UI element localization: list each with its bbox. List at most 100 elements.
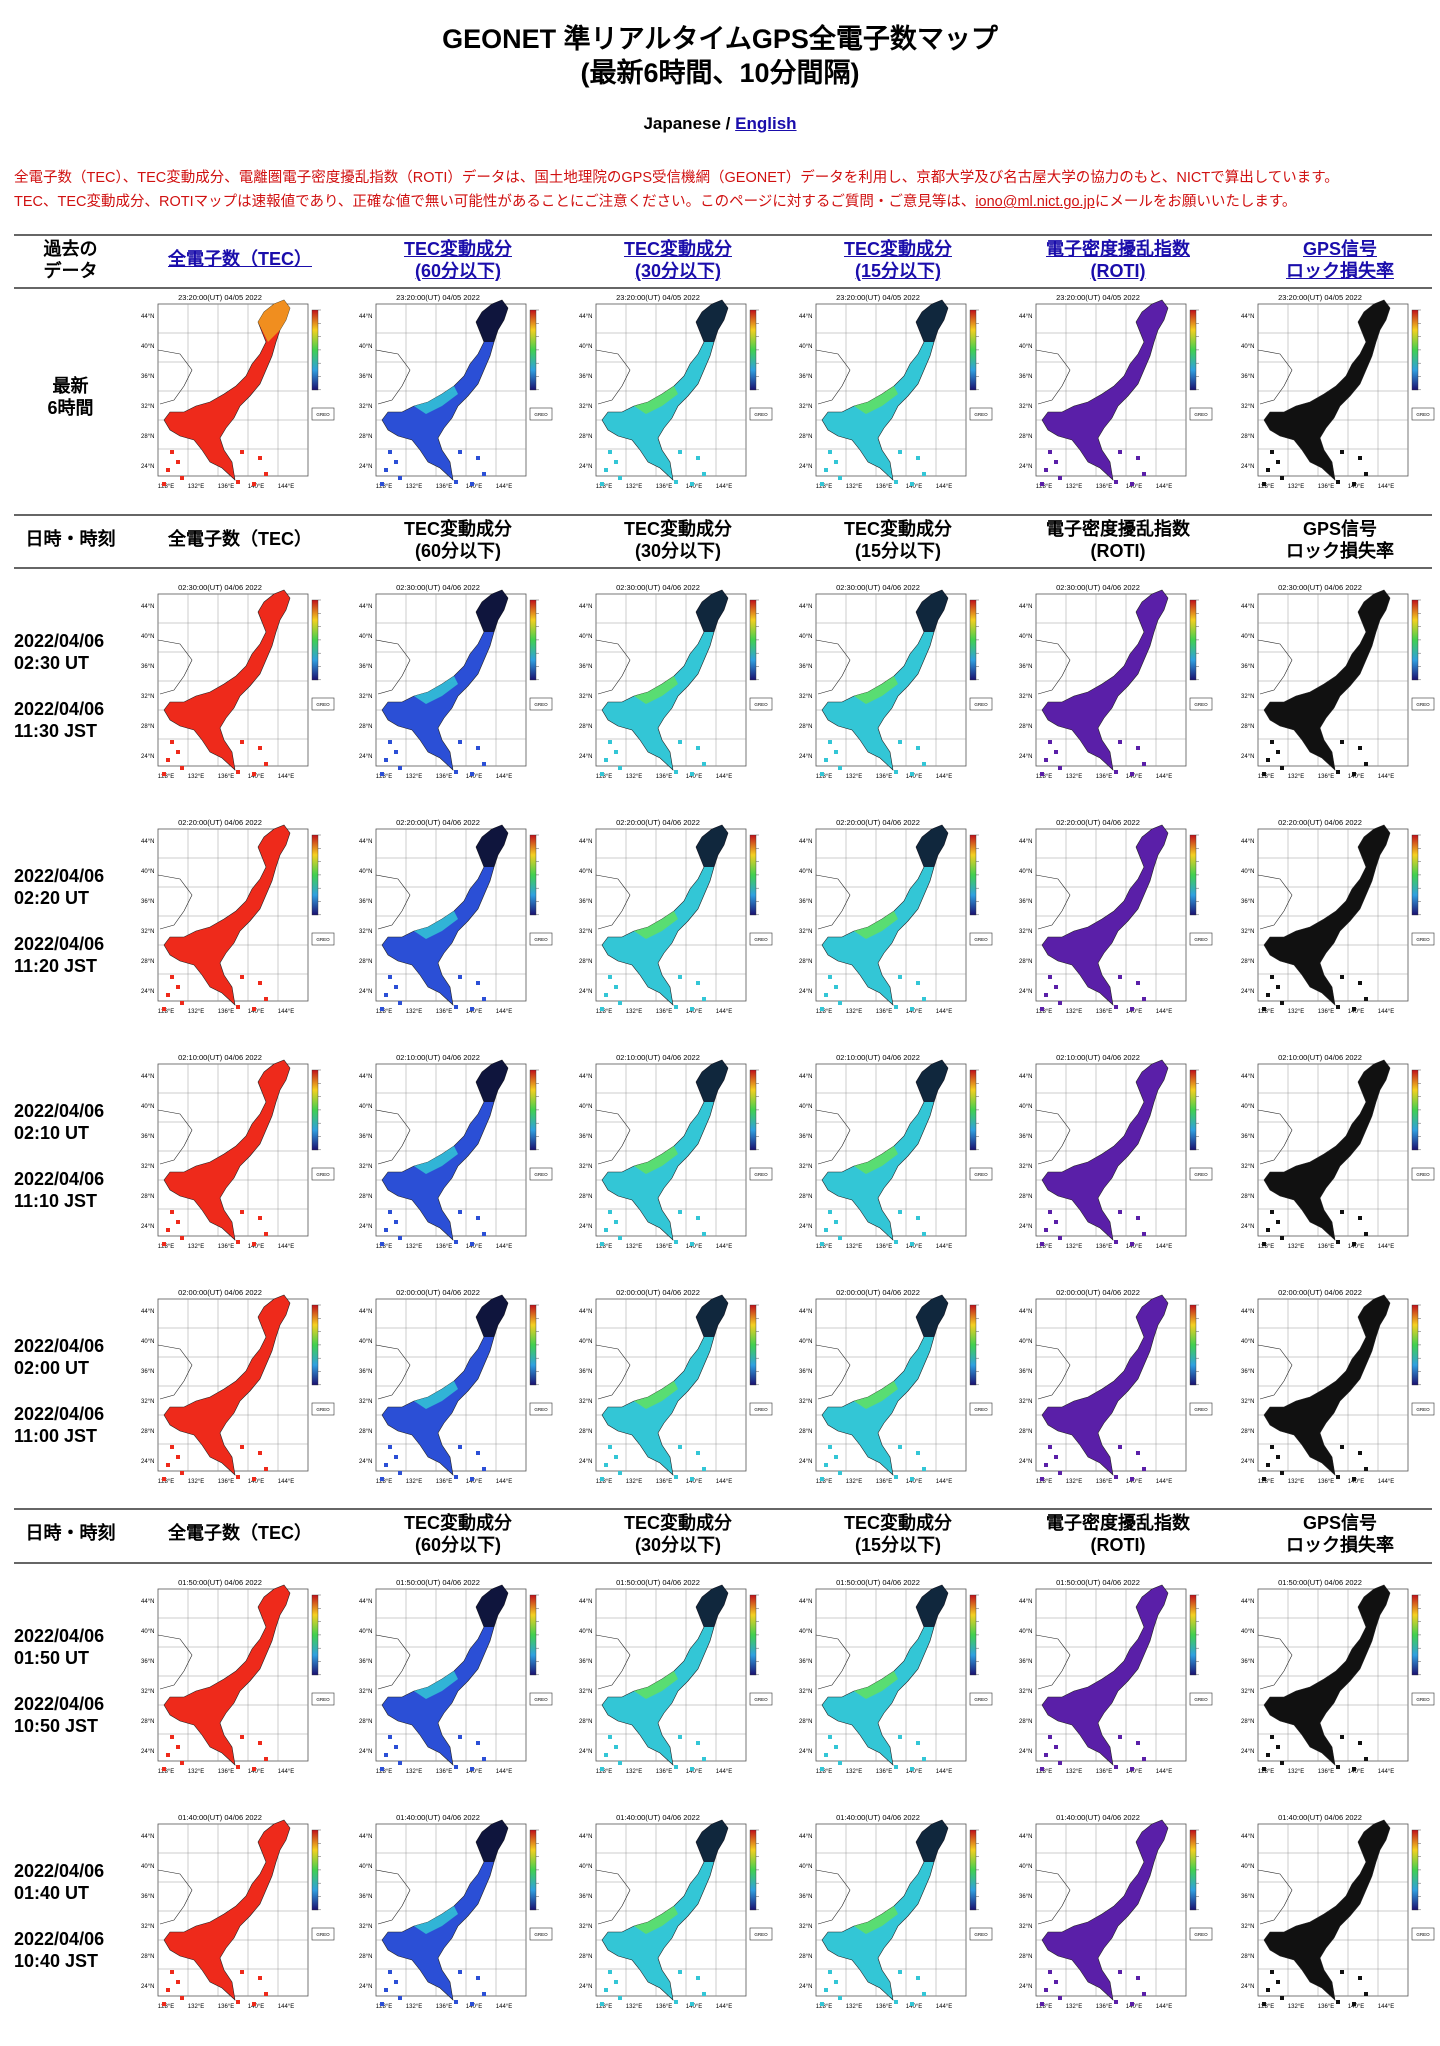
lat-tick: 28°N — [1019, 959, 1032, 965]
lat-tick: 28°N — [579, 1194, 592, 1200]
lon-tick: 140°E — [466, 1244, 482, 1250]
column-link[interactable]: (30分以下) — [634, 261, 721, 281]
map-image-lol[interactable]: 23:20:00(UT) 04/05 2022 44°N 40°N 36°N 32°N 2… — [1240, 290, 1440, 494]
map-image-roti[interactable]: 02:00:00(UT) 04/06 2022 44°N 40°N 36°N 32°N 2… — [1018, 1285, 1218, 1489]
map-image-tec[interactable]: 01:50:00(UT) 04/06 2022 44°N 40°N 36°N 32°N 2… — [140, 1575, 340, 1779]
map-title: 01:40:00(UT) 04/06 2022 — [1278, 1813, 1362, 1822]
header-link-col-3[interactable]: TEC変動成分 (30分以下) — [578, 238, 778, 282]
column-link[interactable]: (15分以下) — [854, 261, 941, 281]
map-roti: 02:00:00(UT) 04/06 2022 44°N 40°N 36°N 32°N 2… — [1018, 1285, 1218, 1489]
lon-tick: 140°E — [906, 1769, 922, 1775]
lat-tick: 36°N — [579, 374, 592, 380]
column-link[interactable]: TEC変動成分 — [844, 239, 952, 259]
header-link-col-4[interactable]: TEC変動成分 (15分以下) — [798, 238, 998, 282]
lat-tick: 44°N — [1241, 314, 1254, 320]
map-title: 02:20:00(UT) 04/06 2022 — [1056, 818, 1140, 827]
map-image-dtec60[interactable]: 02:10:00(UT) 04/06 2022 44°N 40°N 36°N 32°N 2… — [358, 1050, 558, 1254]
map-image-dtec30[interactable]: 02:00:00(UT) 04/06 2022 44°N 40°N 36°N 32°N 2… — [578, 1285, 778, 1489]
map-image-dtec15[interactable]: 02:00:00(UT) 04/06 2022 44°N 40°N 36°N 32°N 2… — [798, 1285, 998, 1489]
map-image-dtec30[interactable]: 02:10:00(UT) 04/06 2022 44°N 40°N 36°N 32°N 2… — [578, 1050, 778, 1254]
lang-english-link[interactable]: English — [735, 114, 797, 133]
lon-tick: 144°E — [716, 1769, 732, 1775]
map-image-dtec30[interactable]: 02:20:00(UT) 04/06 2022 44°N 40°N 36°N 32°N 2… — [578, 815, 778, 1019]
map-image-dtec60[interactable]: 01:40:00(UT) 04/06 2022 44°N 40°N 36°N 32°N 2… — [358, 1810, 558, 2014]
map-image-dtec15[interactable]: 01:40:00(UT) 04/06 2022 44°N 40°N 36°N 32°N 2… — [798, 1810, 998, 2014]
lat-tick: 40°N — [1241, 1104, 1254, 1110]
column-link[interactable]: TEC変動成分 — [404, 239, 512, 259]
lat-tick: 40°N — [799, 1864, 812, 1870]
lat-tick: 40°N — [1241, 344, 1254, 350]
lat-tick: 40°N — [799, 1339, 812, 1345]
lat-tick: 32°N — [141, 1399, 154, 1405]
lat-tick: 24°N — [359, 1459, 372, 1465]
map-image-dtec15[interactable]: 23:20:00(UT) 04/05 2022 44°N 40°N 36°N 32°N 2… — [798, 290, 998, 494]
map-image-roti[interactable]: 02:10:00(UT) 04/06 2022 44°N 40°N 36°N 32°N 2… — [1018, 1050, 1218, 1254]
column-link[interactable]: TEC変動成分 — [624, 239, 732, 259]
map-image-dtec15[interactable]: 02:10:00(UT) 04/06 2022 44°N 40°N 36°N 32°N 2… — [798, 1050, 998, 1254]
lon-tick: 140°E — [906, 2004, 922, 2010]
map-image-dtec60[interactable]: 02:00:00(UT) 04/06 2022 44°N 40°N 36°N 32°N 2… — [358, 1285, 558, 1489]
map-image-lol[interactable]: 02:20:00(UT) 04/06 2022 44°N 40°N 36°N 32°N 2… — [1240, 815, 1440, 1019]
lat-tick: 36°N — [1241, 374, 1254, 380]
lat-tick: 36°N — [141, 374, 154, 380]
column-link[interactable]: (ROTI) — [1090, 261, 1146, 281]
header-link-col-5[interactable]: 電子密度擾乱指数 (ROTI) — [1018, 238, 1218, 282]
lat-tick: 32°N — [359, 1164, 372, 1170]
map-image-lol[interactable]: 02:10:00(UT) 04/06 2022 44°N 40°N 36°N 32°N 2… — [1240, 1050, 1440, 1254]
header-link-col-6[interactable]: GPS信号 ロック損失率 — [1240, 238, 1440, 282]
lat-tick: 44°N — [141, 1599, 154, 1605]
lon-tick: 136°E — [1096, 1769, 1112, 1775]
lon-tick: 128°E — [596, 2004, 612, 2010]
map-image-dtec60[interactable]: 02:20:00(UT) 04/06 2022 44°N 40°N 36°N 32°N 2… — [358, 815, 558, 1019]
map-image-dtec15[interactable]: 02:30:00(UT) 04/06 2022 44°N 40°N 36°N 32°N 2… — [798, 580, 998, 784]
map-image-dtec60[interactable]: 02:30:00(UT) 04/06 2022 44°N 40°N 36°N 32°N 2… — [358, 580, 558, 784]
map-image-tec[interactable]: 02:10:00(UT) 04/06 2022 44°N 40°N 36°N 32°N 2… — [140, 1050, 340, 1254]
header-link-col-1[interactable]: 全電子数（TEC） — [140, 248, 340, 270]
map-image-roti[interactable]: 02:30:00(UT) 04/06 2022 44°N 40°N 36°N 32°N 2… — [1018, 580, 1218, 784]
lon-tick: 128°E — [158, 1479, 174, 1485]
lat-tick: 28°N — [1019, 434, 1032, 440]
lon-tick: 144°E — [716, 1479, 732, 1485]
map-image-lol[interactable]: 01:50:00(UT) 04/06 2022 44°N 40°N 36°N 32°N 2… — [1240, 1575, 1440, 1779]
map-image-tec[interactable]: 02:20:00(UT) 04/06 2022 44°N 40°N 36°N 32°N 2… — [140, 815, 340, 1019]
column-link[interactable]: 全電子数（TEC） — [168, 249, 312, 269]
map-image-lol[interactable]: 02:30:00(UT) 04/06 2022 44°N 40°N 36°N 32°N 2… — [1240, 580, 1440, 784]
map-image-roti[interactable]: 01:40:00(UT) 04/06 2022 44°N 40°N 36°N 32°N 2… — [1018, 1810, 1218, 2014]
map-image-dtec15[interactable]: 01:50:00(UT) 04/06 2022 44°N 40°N 36°N 32°N 2… — [798, 1575, 998, 1779]
lon-tick: 132°E — [406, 1244, 422, 1250]
column-link[interactable]: ロック損失率 — [1286, 261, 1394, 281]
map-image-dtec30[interactable]: 23:20:00(UT) 04/05 2022 44°N 40°N 36°N 32°N 2… — [578, 290, 778, 494]
past-data-label-line: データ — [43, 261, 98, 281]
map-image-tec[interactable]: 23:20:00(UT) 04/05 2022 44°N 40°N 36°N 32°N 2… — [140, 290, 340, 494]
map-image-lol[interactable]: 01:40:00(UT) 04/06 2022 44°N 40°N 36°N 32°N 2… — [1240, 1810, 1440, 2014]
map-image-dtec60[interactable]: 23:20:00(UT) 04/05 2022 44°N 40°N 36°N 32°N 2… — [358, 290, 558, 494]
map-image-tec[interactable]: 02:30:00(UT) 04/06 2022 44°N 40°N 36°N 32°N 2… — [140, 580, 340, 784]
header-col-3: TEC変動成分 (30分以下) — [578, 1512, 778, 1556]
map-image-tec[interactable]: 02:00:00(UT) 04/06 2022 44°N 40°N 36°N 32°N 2… — [140, 1285, 340, 1489]
lon-tick: 136°E — [656, 1244, 672, 1250]
lat-tick: 28°N — [1241, 724, 1254, 730]
jst-time: 11:10 JST — [14, 1191, 98, 1211]
column-link[interactable]: GPS信号 — [1302, 239, 1377, 259]
column-link[interactable]: (60分以下) — [414, 261, 501, 281]
lat-tick: 40°N — [579, 1629, 592, 1635]
map-image-roti[interactable]: 01:50:00(UT) 04/06 2022 44°N 40°N 36°N 32°N 2… — [1018, 1575, 1218, 1779]
lat-tick: 44°N — [141, 604, 154, 610]
map-image-dtec30[interactable]: 01:40:00(UT) 04/06 2022 44°N 40°N 36°N 32°N 2… — [578, 1810, 778, 2014]
map-image-roti[interactable]: 02:20:00(UT) 04/06 2022 44°N 40°N 36°N 32°N 2… — [1018, 815, 1218, 1019]
lat-tick: 40°N — [359, 1629, 372, 1635]
lon-tick: 136°E — [1318, 774, 1334, 780]
email-link[interactable]: iono@ml.nict.go.jp — [975, 194, 1095, 210]
map-image-roti[interactable]: 23:20:00(UT) 04/05 2022 44°N 40°N 36°N 32°N 2… — [1018, 290, 1218, 494]
map-image-dtec15[interactable]: 02:20:00(UT) 04/06 2022 44°N 40°N 36°N 32°N 2… — [798, 815, 998, 1019]
map-image-tec[interactable]: 01:40:00(UT) 04/06 2022 44°N 40°N 36°N 32°N 2… — [140, 1810, 340, 2014]
column-link[interactable]: 電子密度擾乱指数 — [1046, 239, 1190, 259]
lat-tick: 32°N — [579, 1399, 592, 1405]
header-link-col-2[interactable]: TEC変動成分 (60分以下) — [358, 238, 558, 282]
map-image-dtec60[interactable]: 01:50:00(UT) 04/06 2022 44°N 40°N 36°N 32°N 2… — [358, 1575, 558, 1779]
lat-tick: 36°N — [1019, 374, 1032, 380]
map-image-dtec30[interactable]: 01:50:00(UT) 04/06 2022 44°N 40°N 36°N 32°N 2… — [578, 1575, 778, 1779]
lon-tick: 140°E — [1348, 1479, 1364, 1485]
map-image-lol[interactable]: 02:00:00(UT) 04/06 2022 44°N 40°N 36°N 32°N 2… — [1240, 1285, 1440, 1489]
map-image-dtec30[interactable]: 02:30:00(UT) 04/06 2022 44°N 40°N 36°N 32°N 2… — [578, 580, 778, 784]
